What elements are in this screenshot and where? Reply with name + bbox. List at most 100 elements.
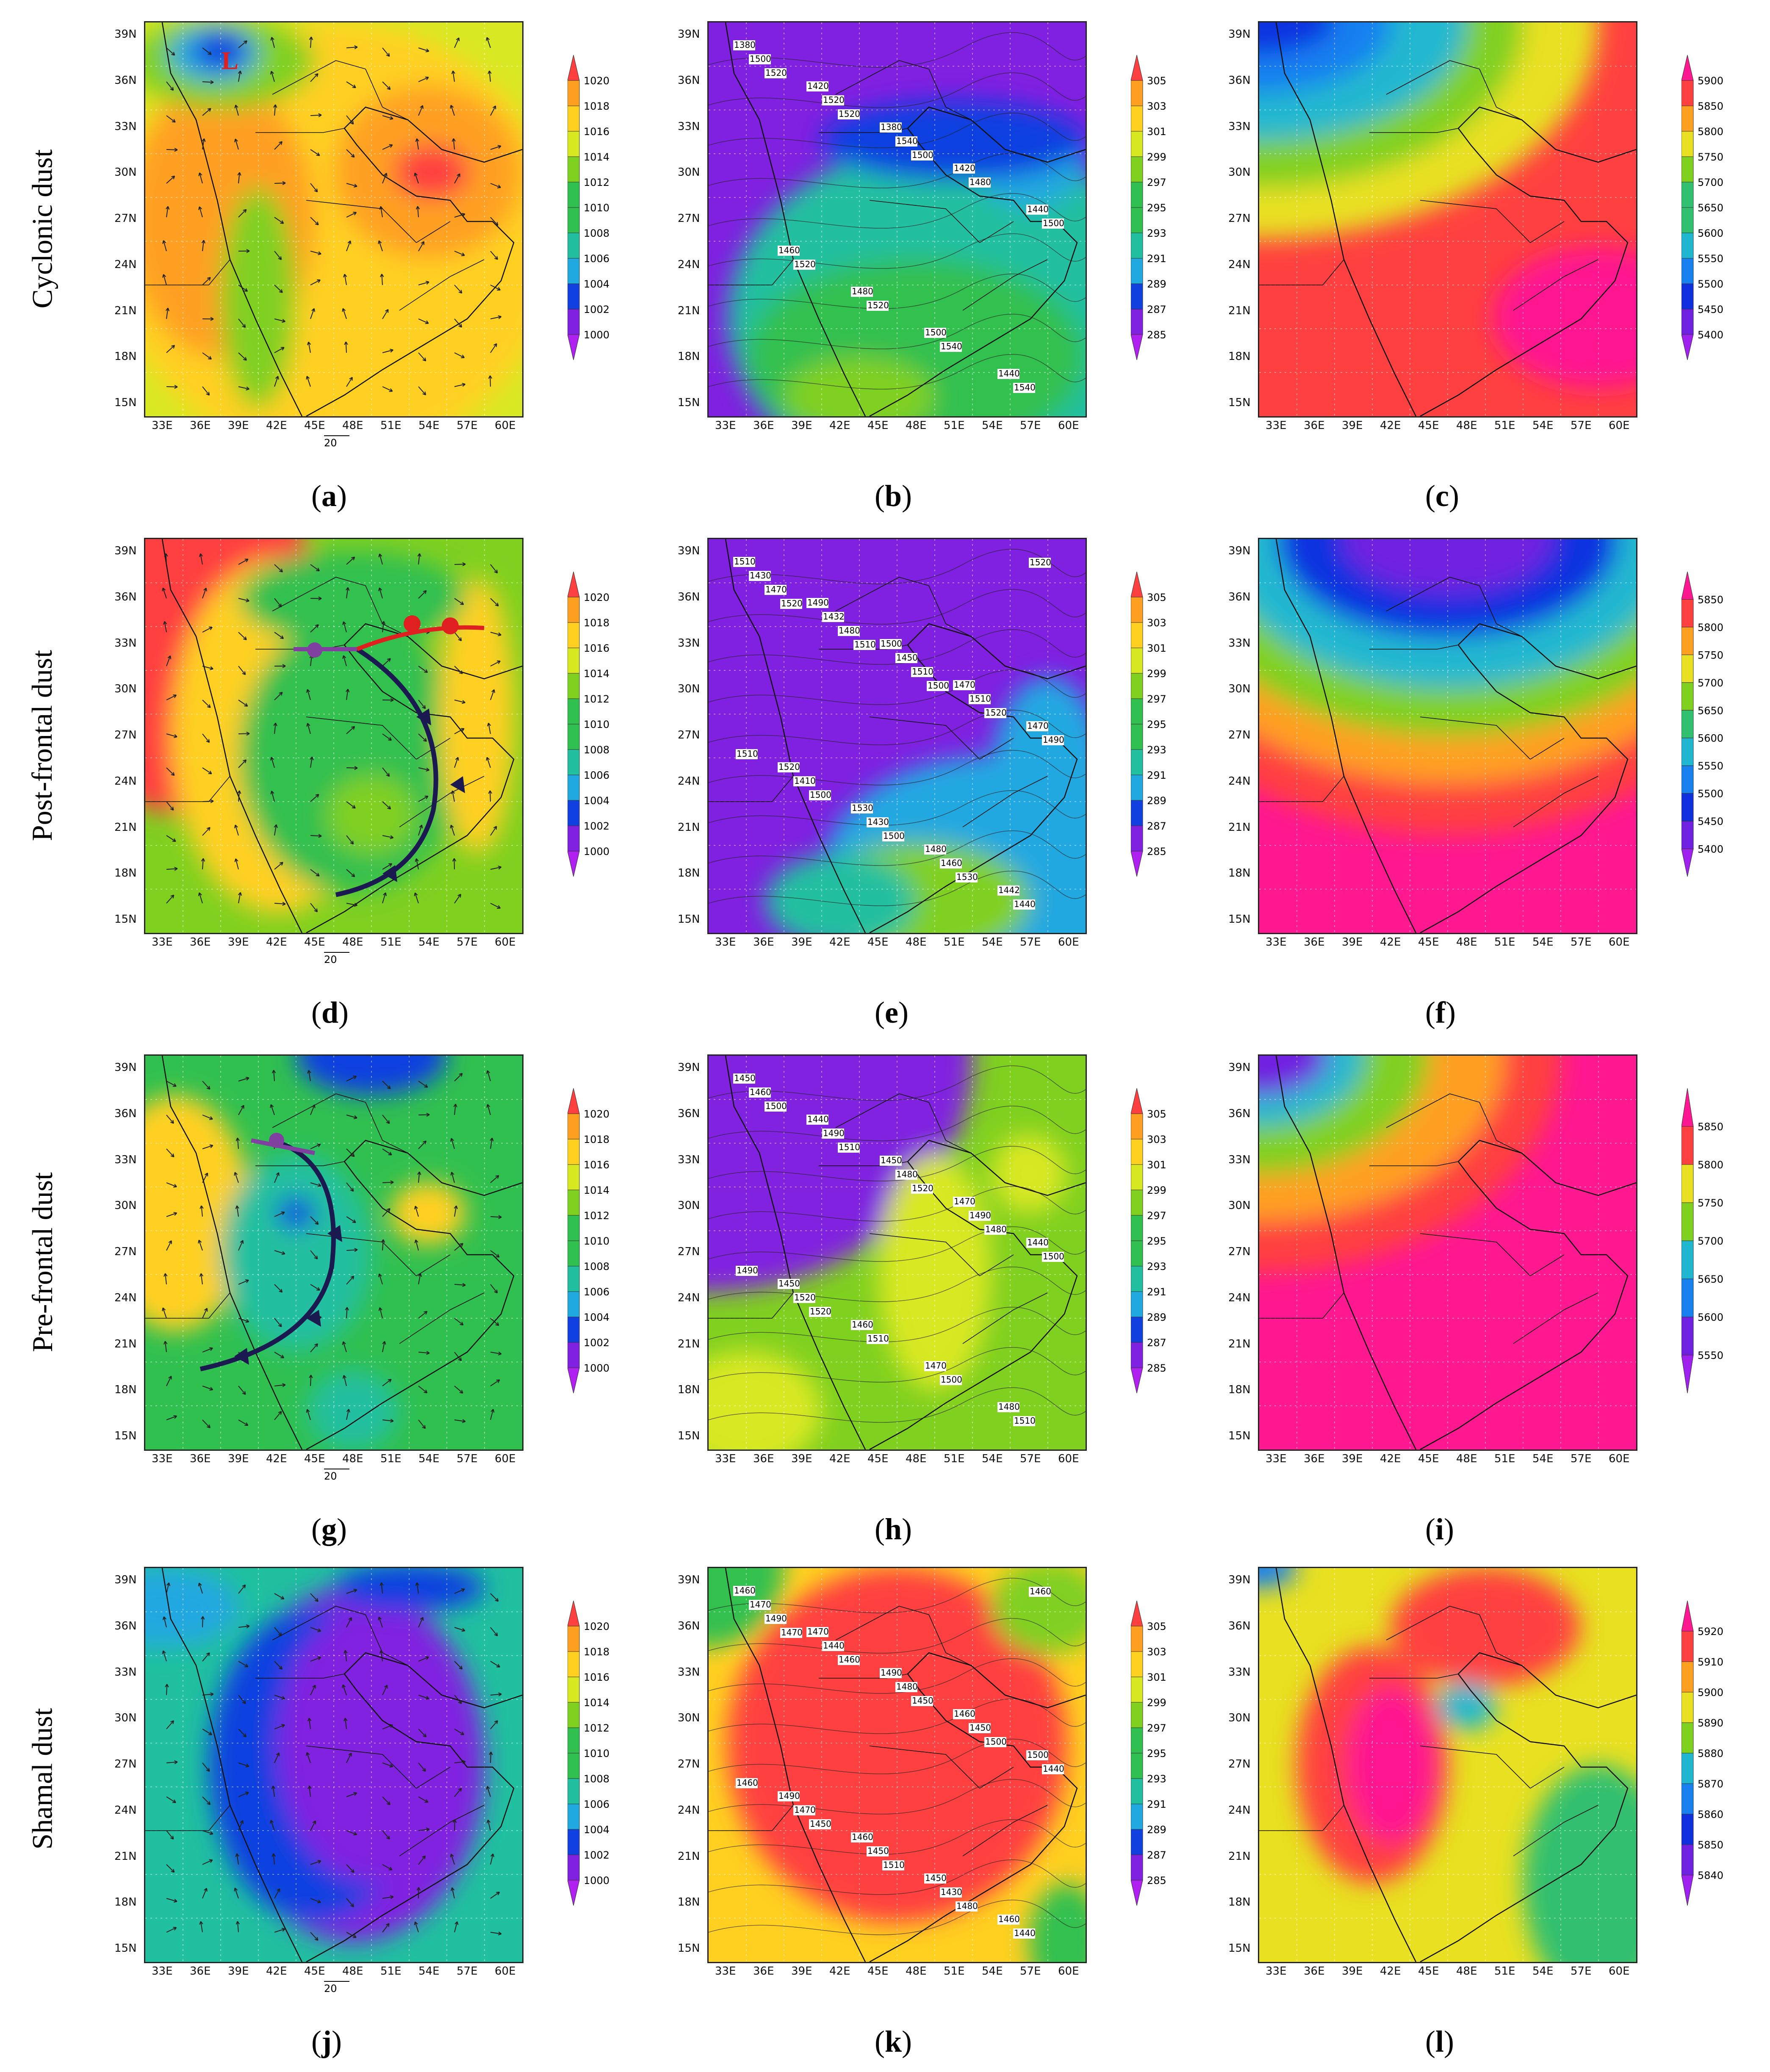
wind-vector: [202, 1115, 213, 1120]
svg-text:1440: 1440: [1043, 1764, 1064, 1774]
lat-tick-label: 39N: [1228, 1574, 1251, 1586]
colorbar-tick-label: 5840: [1698, 1870, 1723, 1881]
colorbar-tick-label: 1004: [584, 278, 609, 290]
wind-vector: [166, 206, 169, 218]
wind-vector: [164, 1341, 167, 1353]
wind-vector: [346, 1182, 354, 1192]
wind-vector: [346, 212, 357, 218]
colorbar-tick-label: 1012: [584, 177, 609, 188]
wind-vector: [454, 318, 462, 328]
wind-vector: [166, 175, 175, 184]
lon-tick-label: 57E: [1571, 1965, 1592, 1978]
wind-vector: [346, 1409, 349, 1420]
svg-text:1480: 1480: [852, 286, 873, 296]
wind-vector: [490, 183, 501, 188]
wind-vector: [454, 632, 462, 641]
contour-label: 1540: [940, 341, 962, 352]
wind-vector: [382, 1724, 393, 1729]
lat-tick-label: 18N: [678, 1896, 700, 1909]
wind-vector: [199, 206, 203, 218]
svg-text:1420: 1420: [807, 81, 829, 91]
wind-vector: [274, 1724, 285, 1729]
wind-vector: [346, 587, 349, 599]
wind-vector: [200, 553, 203, 565]
wind-vector: [202, 1888, 207, 1899]
lat-tick-label: 24N: [678, 775, 700, 788]
svg-text:1520: 1520: [810, 1306, 831, 1317]
wind-vector: [310, 251, 321, 255]
lat-tick-label: 36N: [114, 590, 137, 603]
wind-vector: [415, 1239, 419, 1251]
lat-tick-label: 33N: [114, 636, 137, 650]
svg-text:1480: 1480: [985, 1224, 1007, 1234]
map-field-k: 1460 1470 1490 1460 1500 1490 1460 1450 1460 1470…: [709, 1568, 1086, 1962]
vector-reference-value: 20: [324, 1470, 337, 1482]
panel-caption: (j): [311, 2025, 342, 2058]
contour-label: 1442: [997, 885, 1020, 896]
lon-tick-label: 33E: [152, 1452, 173, 1465]
svg-text:1470: 1470: [1027, 721, 1049, 731]
wind-vector: [238, 40, 247, 48]
wind-vector: [490, 1661, 500, 1668]
lat-tick-label: 24N: [678, 258, 700, 271]
colorbar-tick-label: 1006: [584, 253, 609, 265]
lon-tick-label: 54E: [418, 1452, 440, 1465]
lon-tick-label: 42E: [1380, 1452, 1401, 1465]
lat-tick-label: 33N: [114, 1665, 137, 1679]
lat-tick-label: 21N: [114, 304, 137, 317]
wind-vector: [346, 1898, 354, 1907]
wind-vector: [454, 1921, 458, 1933]
wind-vector: [418, 386, 426, 396]
svg-text:1460: 1460: [941, 858, 962, 868]
svg-text:1500: 1500: [925, 327, 947, 337]
lon-tick-label: 33E: [715, 936, 736, 949]
wind-vector: [274, 692, 283, 700]
wind-vector: [274, 376, 279, 387]
wind-vector: [382, 1208, 391, 1217]
lon-tick-label: 54E: [982, 936, 1003, 949]
wind-vector: [310, 1898, 321, 1903]
lon-tick-label: 48E: [906, 1452, 927, 1465]
contour-label: 1430: [749, 570, 771, 581]
wind-vector: [454, 1318, 464, 1325]
wind-vector: [274, 824, 277, 836]
svg-text:1480: 1480: [969, 177, 991, 187]
vector-reference: 20: [324, 435, 349, 449]
lon-tick-label: 60E: [1609, 419, 1630, 432]
lat-tick-label: 39N: [678, 545, 700, 557]
wind-vector: [199, 172, 203, 184]
wind-vector: [490, 1720, 498, 1729]
wind-vector: [379, 587, 383, 599]
colorbar-tick-label: 289: [1147, 278, 1166, 290]
svg-text:1520: 1520: [794, 259, 816, 269]
wind-vector: [236, 1206, 239, 1217]
wind-vector: [418, 1855, 426, 1865]
colorbar-tick-label: 289: [1147, 1824, 1166, 1836]
lon-tick-label: 57E: [1571, 1452, 1592, 1465]
colorbar-tick-label: 1010: [584, 1235, 609, 1247]
wind-vector: [166, 767, 175, 776]
colorbar-tick-label: 5400: [1698, 329, 1723, 341]
contour-label: 1450: [911, 1696, 933, 1706]
svg-text:1480: 1480: [896, 1682, 918, 1692]
svg-text:1490: 1490: [737, 1265, 758, 1275]
wind-vector: [202, 1419, 211, 1428]
colorbar-tick-label: 287: [1147, 1849, 1166, 1861]
contour-label: 1490: [736, 1265, 758, 1276]
wind-vector: [454, 1695, 462, 1704]
lon-tick-label: 57E: [1571, 936, 1592, 949]
lat-tick-label: 21N: [678, 1337, 700, 1350]
colorbar-tick-label: 1012: [584, 1210, 609, 1222]
wind-vector: [238, 172, 240, 184]
contour-label: 1500: [911, 150, 933, 160]
colorbar-tick-label: 5860: [1698, 1809, 1723, 1820]
wind-vector: [307, 723, 311, 734]
lat-tick-label: 21N: [1228, 304, 1251, 317]
wind-vector: [382, 173, 387, 184]
wind-vector: [274, 1593, 285, 1599]
lon-tick-label: 36E: [190, 1965, 211, 1978]
colorbar: 305 303 301 299 297 295 293 291 289 287 285: [1130, 1584, 1207, 1925]
colorbar-tick-label: 5900: [1698, 1687, 1723, 1699]
svg-text:1500: 1500: [765, 1101, 787, 1111]
lat-tick-label: 27N: [678, 1758, 700, 1770]
